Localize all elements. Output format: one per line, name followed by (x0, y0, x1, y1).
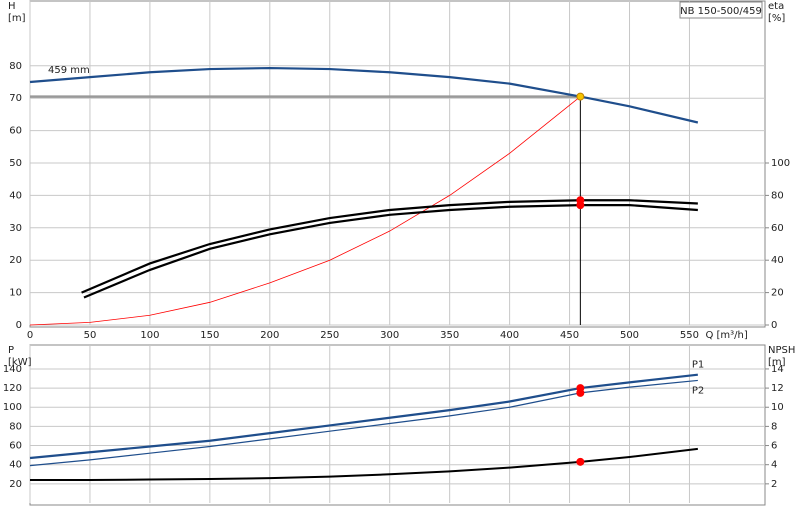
curve (29, 96, 581, 326)
y-tick-label: 10 (9, 288, 22, 299)
curve (29, 66, 699, 124)
curve (29, 373, 698, 460)
y-tick-label: 140 (3, 364, 22, 375)
x-tick-label: 350 (440, 330, 459, 341)
y2-tick-label: 60 (771, 223, 784, 234)
y-tick-label: 20 (9, 479, 22, 490)
x-tick-label: 300 (380, 330, 399, 341)
curve (81, 199, 698, 294)
x-tick-label: 100 (140, 330, 159, 341)
y-tick-label: 60 (9, 441, 22, 452)
x-tick-label: 550 (680, 330, 699, 341)
y-tick-label: 20 (9, 255, 22, 266)
y-tick-label: 40 (9, 460, 22, 471)
curve-label: P1 (692, 360, 704, 371)
y2-tick-label: 10 (771, 402, 784, 413)
y2-tick-label: 20 (771, 288, 784, 299)
x-tick-label: 450 (560, 330, 579, 341)
y2-tick-label: 40 (771, 255, 784, 266)
x-tick-label: 200 (260, 330, 279, 341)
y2-axis-unit: [%] (768, 13, 785, 24)
curve-label: 459 mm (48, 65, 90, 76)
y2-tick-label: 0 (771, 320, 777, 331)
y2-tick-label: 8 (771, 421, 777, 432)
operating-point (576, 388, 585, 397)
y-axis-unit: [m] (8, 13, 26, 24)
x-tick-label: 50 (84, 330, 97, 341)
y-tick-label: 70 (9, 93, 22, 104)
chart-title: NB 150-500/459 (680, 6, 762, 17)
x-tick-label: 0 (27, 330, 33, 341)
operating-point (576, 201, 585, 210)
y2-axis-unit: [m] (768, 357, 786, 368)
y2-tick-label: 4 (771, 460, 777, 471)
y-tick-label: 60 (9, 126, 22, 137)
operating-point (576, 457, 585, 466)
x-axis-label: Q [m³/h] (705, 330, 747, 341)
y-tick-label: 30 (9, 223, 22, 234)
y-tick-label: 0 (16, 320, 22, 331)
operating-point (576, 92, 585, 101)
y2-tick-label: 12 (771, 383, 784, 394)
y-tick-label: 120 (3, 383, 22, 394)
y-axis-label: H (8, 1, 16, 12)
y2-axis-label: eta (768, 1, 784, 12)
x-tick-label: 500 (620, 330, 639, 341)
x-tick-label: 250 (320, 330, 339, 341)
y2-tick-label: 14 (771, 364, 784, 375)
y2-tick-label: 2 (771, 479, 777, 490)
y-axis-unit: [kW] (8, 357, 32, 368)
y2-tick-label: 6 (771, 441, 777, 452)
x-tick-label: 150 (200, 330, 219, 341)
y-tick-label: 100 (3, 402, 22, 413)
curve (29, 379, 698, 467)
title-box (679, 1, 763, 19)
y-tick-label: 40 (9, 190, 22, 201)
curve (83, 204, 698, 299)
y-tick-label: 80 (9, 421, 22, 432)
y-tick-label: 80 (9, 61, 22, 72)
y-axis-label: P (8, 345, 14, 356)
curve (30, 447, 698, 482)
y2-axis-label: NPSH (768, 345, 795, 356)
y2-tick-label: 100 (771, 158, 790, 169)
y-tick-label: 50 (9, 158, 22, 169)
curve-label: P2 (692, 385, 704, 396)
plot-frame (29, 0, 766, 328)
x-tick-label: 400 (500, 330, 519, 341)
y2-tick-label: 80 (771, 190, 784, 201)
